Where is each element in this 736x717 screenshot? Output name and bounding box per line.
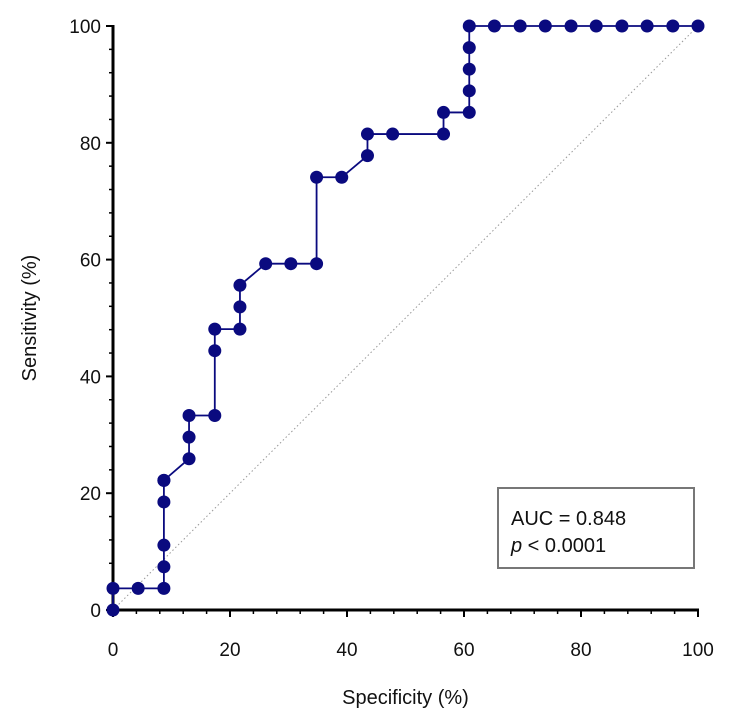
roc-point — [259, 257, 273, 271]
auc-label: AUC = 0.848 — [511, 508, 626, 530]
roc-point — [208, 344, 222, 358]
p-symbol: p — [510, 535, 522, 557]
y-tick-label: 20 — [80, 484, 101, 505]
roc-point — [182, 409, 196, 423]
x-tick-label: 40 — [336, 640, 357, 661]
roc-point — [233, 300, 247, 314]
series-layer — [106, 19, 705, 617]
roc-point — [157, 473, 171, 487]
roc-point — [131, 581, 145, 595]
roc-point — [106, 603, 120, 617]
reference-line-layer — [112, 25, 699, 611]
roc-point — [233, 322, 247, 336]
roc-point — [106, 581, 120, 595]
roc-point — [640, 19, 654, 33]
roc-point — [462, 105, 476, 119]
roc-point — [462, 41, 476, 55]
roc-point — [386, 127, 400, 141]
roc-point — [233, 278, 247, 292]
roc-point — [462, 19, 476, 33]
roc-point — [462, 62, 476, 76]
roc-point — [437, 127, 451, 141]
y-tick-label: 60 — [80, 251, 101, 272]
roc-point — [666, 19, 680, 33]
roc-point — [284, 257, 298, 271]
x-tick-label: 100 — [682, 640, 714, 661]
y-tick-label: 0 — [90, 601, 101, 622]
roc-point — [360, 127, 374, 141]
roc-point — [310, 257, 324, 271]
y-tick-label: 40 — [80, 367, 101, 388]
x-tick-label: 60 — [453, 640, 474, 661]
stats-box-frame — [497, 487, 695, 569]
roc-point — [513, 19, 527, 33]
roc-point — [487, 19, 501, 33]
p-value-text: < 0.0001 — [522, 535, 606, 557]
roc-point — [157, 560, 171, 574]
axes — [111, 25, 699, 612]
y-tick-label: 100 — [69, 17, 101, 38]
roc-point — [538, 19, 552, 33]
roc-point — [360, 149, 374, 163]
x-axis-title: Specificity (%) — [342, 687, 469, 709]
roc-point — [182, 430, 196, 444]
roc-point — [691, 19, 705, 33]
y-tick-label: 80 — [80, 134, 101, 155]
y-axis-title: Sensitivity (%) — [19, 255, 41, 382]
x-tick-label: 80 — [570, 640, 591, 661]
roc-point — [310, 170, 324, 184]
roc-point — [564, 19, 578, 33]
roc-point — [182, 452, 196, 466]
roc-point — [615, 19, 629, 33]
roc-point — [157, 538, 171, 552]
x-tick-label: 20 — [219, 640, 240, 661]
roc-point — [462, 84, 476, 98]
reference-diagonal — [112, 25, 699, 611]
p-value-label: p < 0.0001 — [510, 535, 606, 557]
roc-point — [208, 409, 222, 423]
roc-point — [589, 19, 603, 33]
stats-annotation: AUC = 0.848 p < 0.0001 — [497, 487, 695, 569]
x-tick-label: 0 — [108, 640, 119, 661]
roc-point — [157, 581, 171, 595]
roc-point — [335, 170, 349, 184]
tick-layer: 0 20 40 60 80 100 0 20 40 60 80 100 — [69, 17, 714, 661]
roc-point — [208, 322, 222, 336]
roc-point — [437, 105, 451, 119]
roc-point — [157, 495, 171, 509]
